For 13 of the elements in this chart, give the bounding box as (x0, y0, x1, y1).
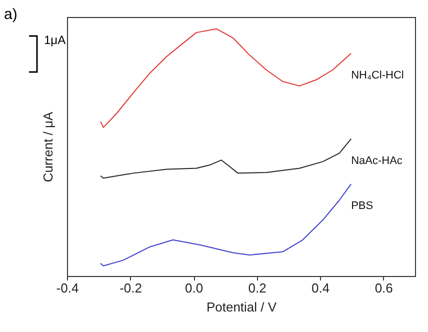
x-tick-label: -0.4 (56, 280, 79, 296)
x-axis-title: Potential / V (206, 300, 277, 314)
text: 1μA (44, 33, 66, 47)
series-label: NH₄Cl-HCl (351, 69, 404, 82)
x-tick-label: 0.4 (312, 280, 330, 296)
x-tick-label: -0.2 (120, 280, 142, 296)
x-tick-label: 0.6 (374, 280, 393, 296)
text: a) (4, 6, 18, 23)
x-tick-label: 0.2 (248, 280, 266, 296)
x-tick-label: 0.0 (185, 280, 204, 296)
series-label: PBS (351, 200, 374, 212)
y-axis-title: Current / μA (40, 112, 56, 182)
series-label: NaAc-HAc (351, 154, 403, 167)
